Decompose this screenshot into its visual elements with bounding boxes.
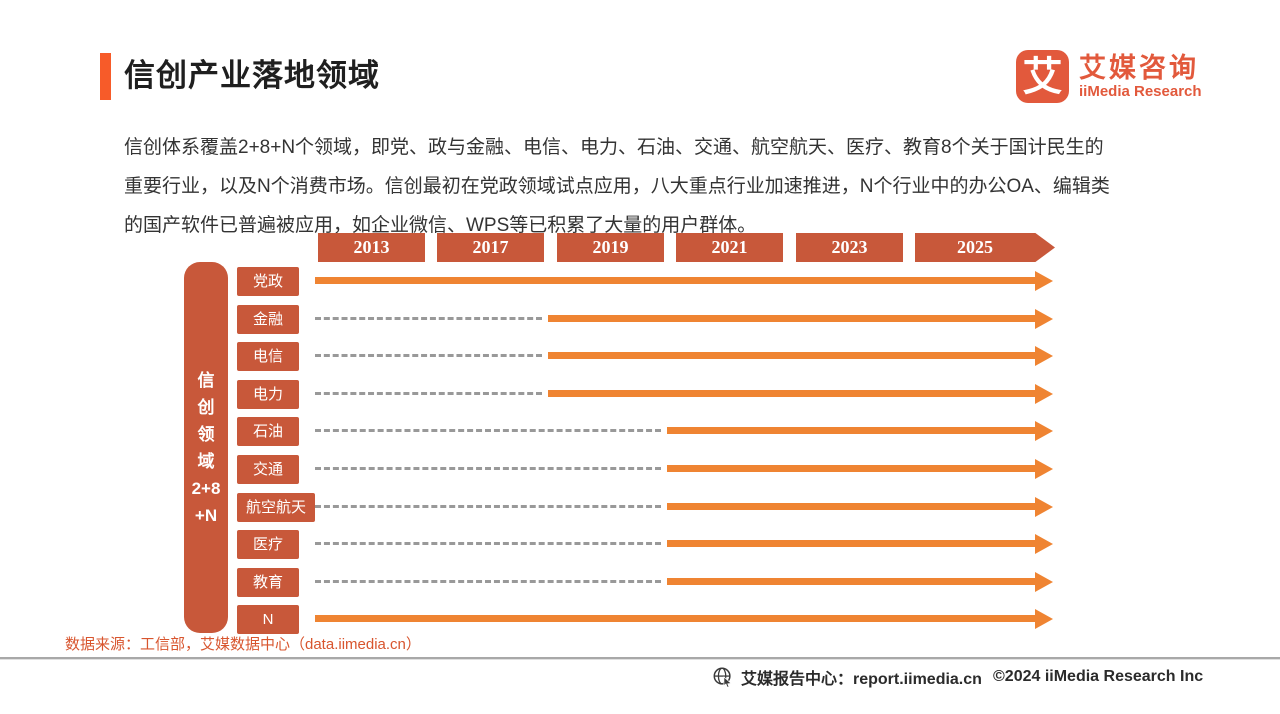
row-label-4: 石油 [237, 417, 299, 446]
brand-logo: 艾 艾媒咨询 iiMedia Research [1016, 50, 1202, 103]
timeline-arrow-9 [315, 615, 1035, 622]
copyright-text: ©2024 iiMedia Research Inc [993, 668, 1204, 685]
title-accent-bar [100, 53, 111, 100]
timeline-arrow-head-7 [1035, 534, 1053, 554]
timeline-arrow-head-2 [1035, 346, 1053, 366]
page-title: 信创产业落地领域 [124, 58, 380, 93]
iimedia-logo-icon: 艾 [1016, 50, 1069, 103]
intro-line: 重要行业，以及N个消费市场。信创最初在党政领域试点应用，八大重点行业加速推进，N… [124, 176, 1110, 197]
timeline-dash-1 [315, 317, 542, 320]
year-box-2013: 2013 [318, 233, 425, 262]
row-label-1: 金融 [237, 305, 299, 334]
year-box-2019: 2019 [557, 233, 664, 262]
data-source-note: 数据来源：工信部，艾媒数据中心（data.iimedia.cn） [65, 636, 421, 653]
row-label-7: 医疗 [237, 530, 299, 559]
timeline-arrow-6 [667, 503, 1035, 510]
row-label-6: 航空航天 [237, 493, 315, 522]
row-label-8: 教育 [237, 568, 299, 597]
year-box-2017: 2017 [437, 233, 544, 262]
row-label-2: 电信 [237, 342, 299, 371]
footer-divider [0, 657, 1280, 660]
timeline-arrow-head-6 [1035, 497, 1053, 517]
timeline-arrow-head-4 [1035, 421, 1053, 441]
timeline-arrow-head-8 [1035, 572, 1053, 592]
timeline-arrow-head-0 [1035, 271, 1053, 291]
logo-name-cn: 艾媒咨询 [1079, 53, 1199, 83]
globe-cursor-icon [713, 667, 733, 688]
intro-paragraph: 信创体系覆盖2+8+N个领域，即党、政与金融、电信、电力、石油、交通、航空航天、… [124, 128, 1180, 245]
timeline-arrow-5 [667, 465, 1035, 472]
logo-name-en: iiMedia Research [1079, 83, 1202, 100]
report-center-link[interactable]: 艾媒报告中心：report.iimedia.cn [741, 671, 982, 688]
year-box-2021: 2021 [676, 233, 783, 262]
timeline-arrow-head-3 [1035, 384, 1053, 404]
timeline-arrow-head-9 [1035, 609, 1053, 629]
timeline-dash-2 [315, 354, 542, 357]
timeline-dash-8 [315, 580, 661, 583]
timeline-arrow-head-5 [1035, 459, 1053, 479]
year-box-2023: 2023 [796, 233, 903, 262]
intro-line: 的国产软件已普遍被应用，如企业微信、WPS等已积累了大量的用户群体。 [124, 215, 757, 236]
timeline-arrow-3 [548, 390, 1035, 397]
timeline-arrow-8 [667, 578, 1035, 585]
axis-label-bar: 信创领域 2+8 +N [184, 262, 228, 633]
year-box-2025: 2025 [915, 233, 1055, 262]
timeline-arrow-2 [548, 352, 1035, 359]
row-label-0: 党政 [237, 267, 299, 296]
timeline-arrow-head-1 [1035, 309, 1053, 329]
intro-line: 信创体系覆盖2+8+N个领域，即党、政与金融、电信、电力、石油、交通、航空航天、… [124, 137, 1104, 158]
timeline-dash-4 [315, 429, 661, 432]
row-label-5: 交通 [237, 455, 299, 484]
timeline-arrow-1 [548, 315, 1035, 322]
axis-label-text: 信创领域 2+8 +N [191, 370, 221, 525]
timeline-arrow-4 [667, 427, 1035, 434]
row-label-3: 电力 [237, 380, 299, 409]
timeline-dash-7 [315, 542, 661, 545]
timeline-dash-5 [315, 467, 661, 470]
row-label-9: N [237, 605, 299, 634]
timeline-dash-3 [315, 392, 542, 395]
timeline-arrow-0 [315, 277, 1035, 284]
timeline-dash-6 [315, 505, 661, 508]
timeline-arrow-7 [667, 540, 1035, 547]
footer-report-center: 艾媒报告中心：report.iimedia.cn [712, 665, 982, 689]
logo-text: 艾媒咨询 iiMedia Research [1079, 53, 1202, 100]
